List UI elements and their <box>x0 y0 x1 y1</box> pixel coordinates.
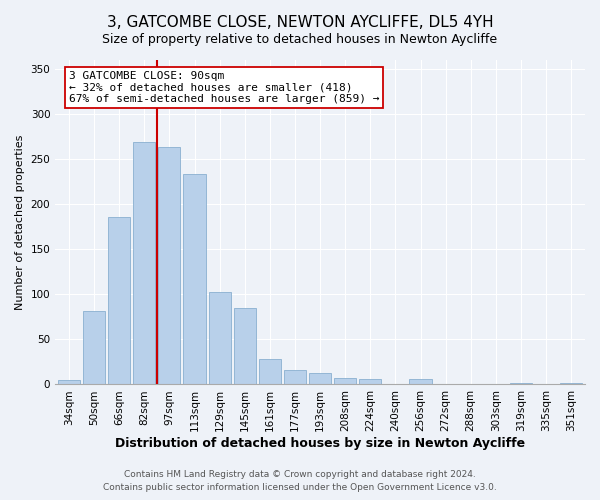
Bar <box>133 142 155 384</box>
Bar <box>409 379 431 384</box>
Bar <box>309 372 331 384</box>
Bar <box>83 310 105 384</box>
Text: Contains HM Land Registry data © Crown copyright and database right 2024.
Contai: Contains HM Land Registry data © Crown c… <box>103 470 497 492</box>
Bar <box>284 370 306 384</box>
Bar <box>510 382 532 384</box>
Text: 3, GATCOMBE CLOSE, NEWTON AYCLIFFE, DL5 4YH: 3, GATCOMBE CLOSE, NEWTON AYCLIFFE, DL5 … <box>107 15 493 30</box>
Bar <box>334 378 356 384</box>
Bar <box>234 308 256 384</box>
Text: 3 GATCOMBE CLOSE: 90sqm
← 32% of detached houses are smaller (418)
67% of semi-d: 3 GATCOMBE CLOSE: 90sqm ← 32% of detache… <box>69 71 379 104</box>
Bar <box>359 379 382 384</box>
Bar <box>209 292 230 384</box>
Bar <box>560 382 582 384</box>
Bar <box>158 148 181 384</box>
Bar <box>259 359 281 384</box>
Bar <box>58 380 80 384</box>
Text: Size of property relative to detached houses in Newton Aycliffe: Size of property relative to detached ho… <box>103 32 497 46</box>
Bar <box>184 174 206 384</box>
X-axis label: Distribution of detached houses by size in Newton Aycliffe: Distribution of detached houses by size … <box>115 437 525 450</box>
Y-axis label: Number of detached properties: Number of detached properties <box>15 134 25 310</box>
Bar <box>108 217 130 384</box>
